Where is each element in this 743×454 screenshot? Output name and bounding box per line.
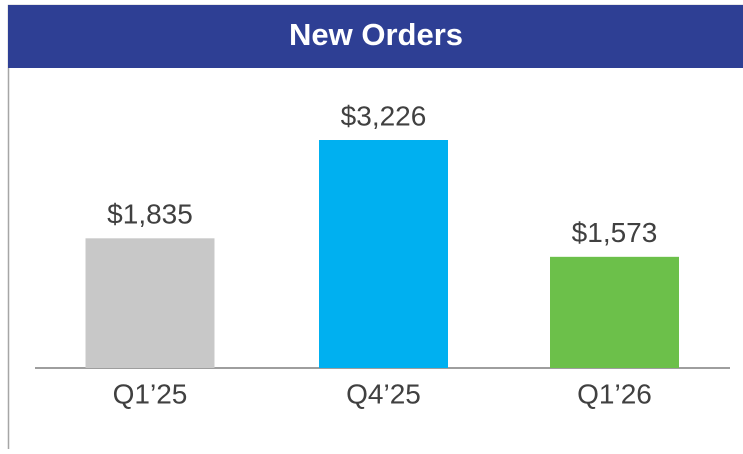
bar [319, 140, 448, 368]
bar [86, 238, 215, 368]
bar [550, 257, 679, 368]
value-label: $1,835 [107, 199, 193, 230]
value-label: $3,226 [341, 100, 427, 131]
chart-title: New Orders [289, 17, 463, 52]
value-label: $1,573 [572, 217, 658, 248]
x-tick-label: Q1’26 [577, 378, 652, 409]
x-tick-label: Q4’25 [346, 378, 421, 409]
x-tick-label: Q1’25 [113, 378, 188, 409]
